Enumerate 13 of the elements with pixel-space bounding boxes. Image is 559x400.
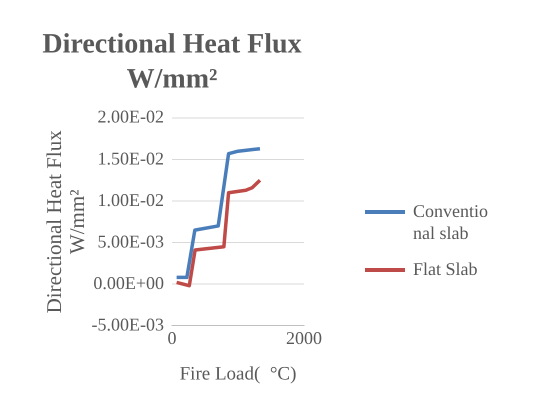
legend-label: Flat Slab bbox=[413, 258, 479, 280]
y-tick-label: -5.00E-03 bbox=[92, 314, 164, 334]
x-axis-title: Fire Load( °C) bbox=[180, 364, 296, 385]
y-tick-label: 5.00E-03 bbox=[98, 231, 164, 252]
y-tick-label: 2.00E-02 bbox=[98, 106, 164, 127]
legend-label: Conventional slab bbox=[413, 200, 489, 244]
x-tick-label: 0 bbox=[168, 328, 176, 348]
y-tick-label: 0.00E+00 bbox=[93, 272, 164, 293]
y-axis-title: Directional Heat Flux W/mm² bbox=[42, 130, 90, 314]
y-tick-label: 1.50E-02 bbox=[98, 148, 164, 168]
x-tick-label: 2000 bbox=[286, 328, 322, 348]
y-tick-label: 1.00E-02 bbox=[98, 190, 164, 210]
chart-title: Directional Heat Flux W/mm² bbox=[42, 28, 302, 95]
